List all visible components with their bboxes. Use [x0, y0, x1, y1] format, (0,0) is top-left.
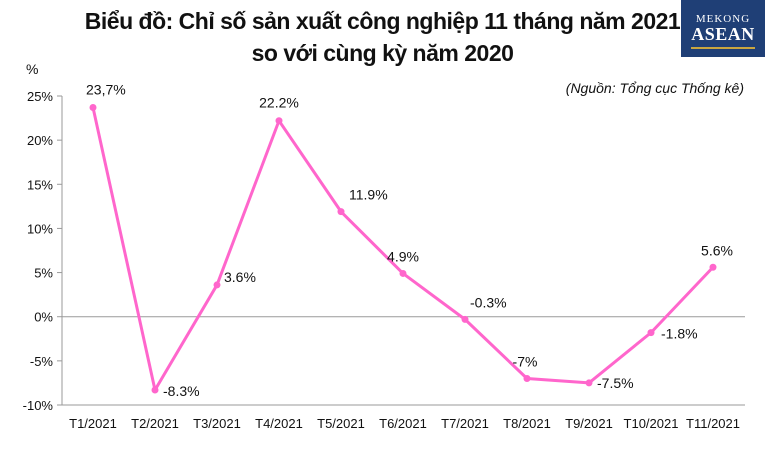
x-tick-label: T2/2021 — [131, 416, 179, 431]
x-tick-label: T3/2021 — [193, 416, 241, 431]
data-point — [275, 117, 283, 125]
x-tick-label: T4/2021 — [255, 416, 303, 431]
y-tick-label: 15% — [27, 177, 53, 192]
data-point — [461, 315, 469, 323]
logo-text-big: ASEAN — [691, 24, 755, 44]
x-tick-label: T9/2021 — [565, 416, 613, 431]
data-label: 5.6% — [701, 242, 733, 258]
data-point — [585, 379, 593, 387]
data-label: 4.9% — [387, 248, 419, 264]
data-point — [89, 103, 97, 111]
y-axis-unit-label: % — [26, 61, 39, 77]
x-tick-label: T1/2021 — [69, 416, 117, 431]
y-tick-label: 5% — [34, 266, 53, 281]
x-tick-label: T11/2021 — [686, 416, 740, 431]
chart-title-line2: so với cùng kỳ năm 2020 — [251, 40, 514, 66]
data-point — [151, 386, 159, 394]
y-tick-label: 10% — [27, 221, 53, 236]
logo-underline — [691, 47, 755, 49]
y-tick-label: 20% — [27, 133, 53, 148]
source-note: (Nguồn: Tổng cục Thống kê) — [565, 80, 744, 96]
data-label: 11.9% — [349, 187, 388, 203]
mekong-asean-logo: MEKONG ASEAN — [681, 0, 765, 57]
x-tick-label: T5/2021 — [317, 416, 365, 431]
y-tick-label: 0% — [34, 310, 53, 325]
logo-text-top: MEKONG — [695, 13, 751, 25]
x-tick-label: T10/2021 — [624, 416, 679, 431]
data-label: -1.8% — [661, 326, 698, 342]
data-label: 22.2% — [259, 95, 299, 111]
data-point — [213, 281, 221, 289]
data-label: -7% — [513, 354, 538, 370]
data-label: 3.6% — [224, 269, 256, 285]
data-point — [399, 269, 407, 277]
data-point — [337, 208, 345, 216]
data-label: -7.5% — [597, 375, 634, 391]
data-point — [523, 375, 531, 383]
y-tick-label: -5% — [30, 354, 54, 369]
data-label: -0.3% — [470, 294, 507, 310]
data-point — [709, 263, 717, 271]
x-tick-label: T7/2021 — [441, 416, 489, 431]
y-tick-label: 25% — [27, 89, 53, 104]
x-tick-label: T8/2021 — [503, 416, 551, 431]
data-label: 23,7% — [86, 81, 126, 97]
chart-title-line1: Biểu đồ: Chỉ số sản xuất công nghiệp 11 … — [84, 8, 681, 34]
x-tick-label: T6/2021 — [379, 416, 427, 431]
y-tick-label: -10% — [23, 398, 54, 413]
data-label: -8.3% — [163, 383, 200, 399]
data-point — [647, 329, 655, 337]
